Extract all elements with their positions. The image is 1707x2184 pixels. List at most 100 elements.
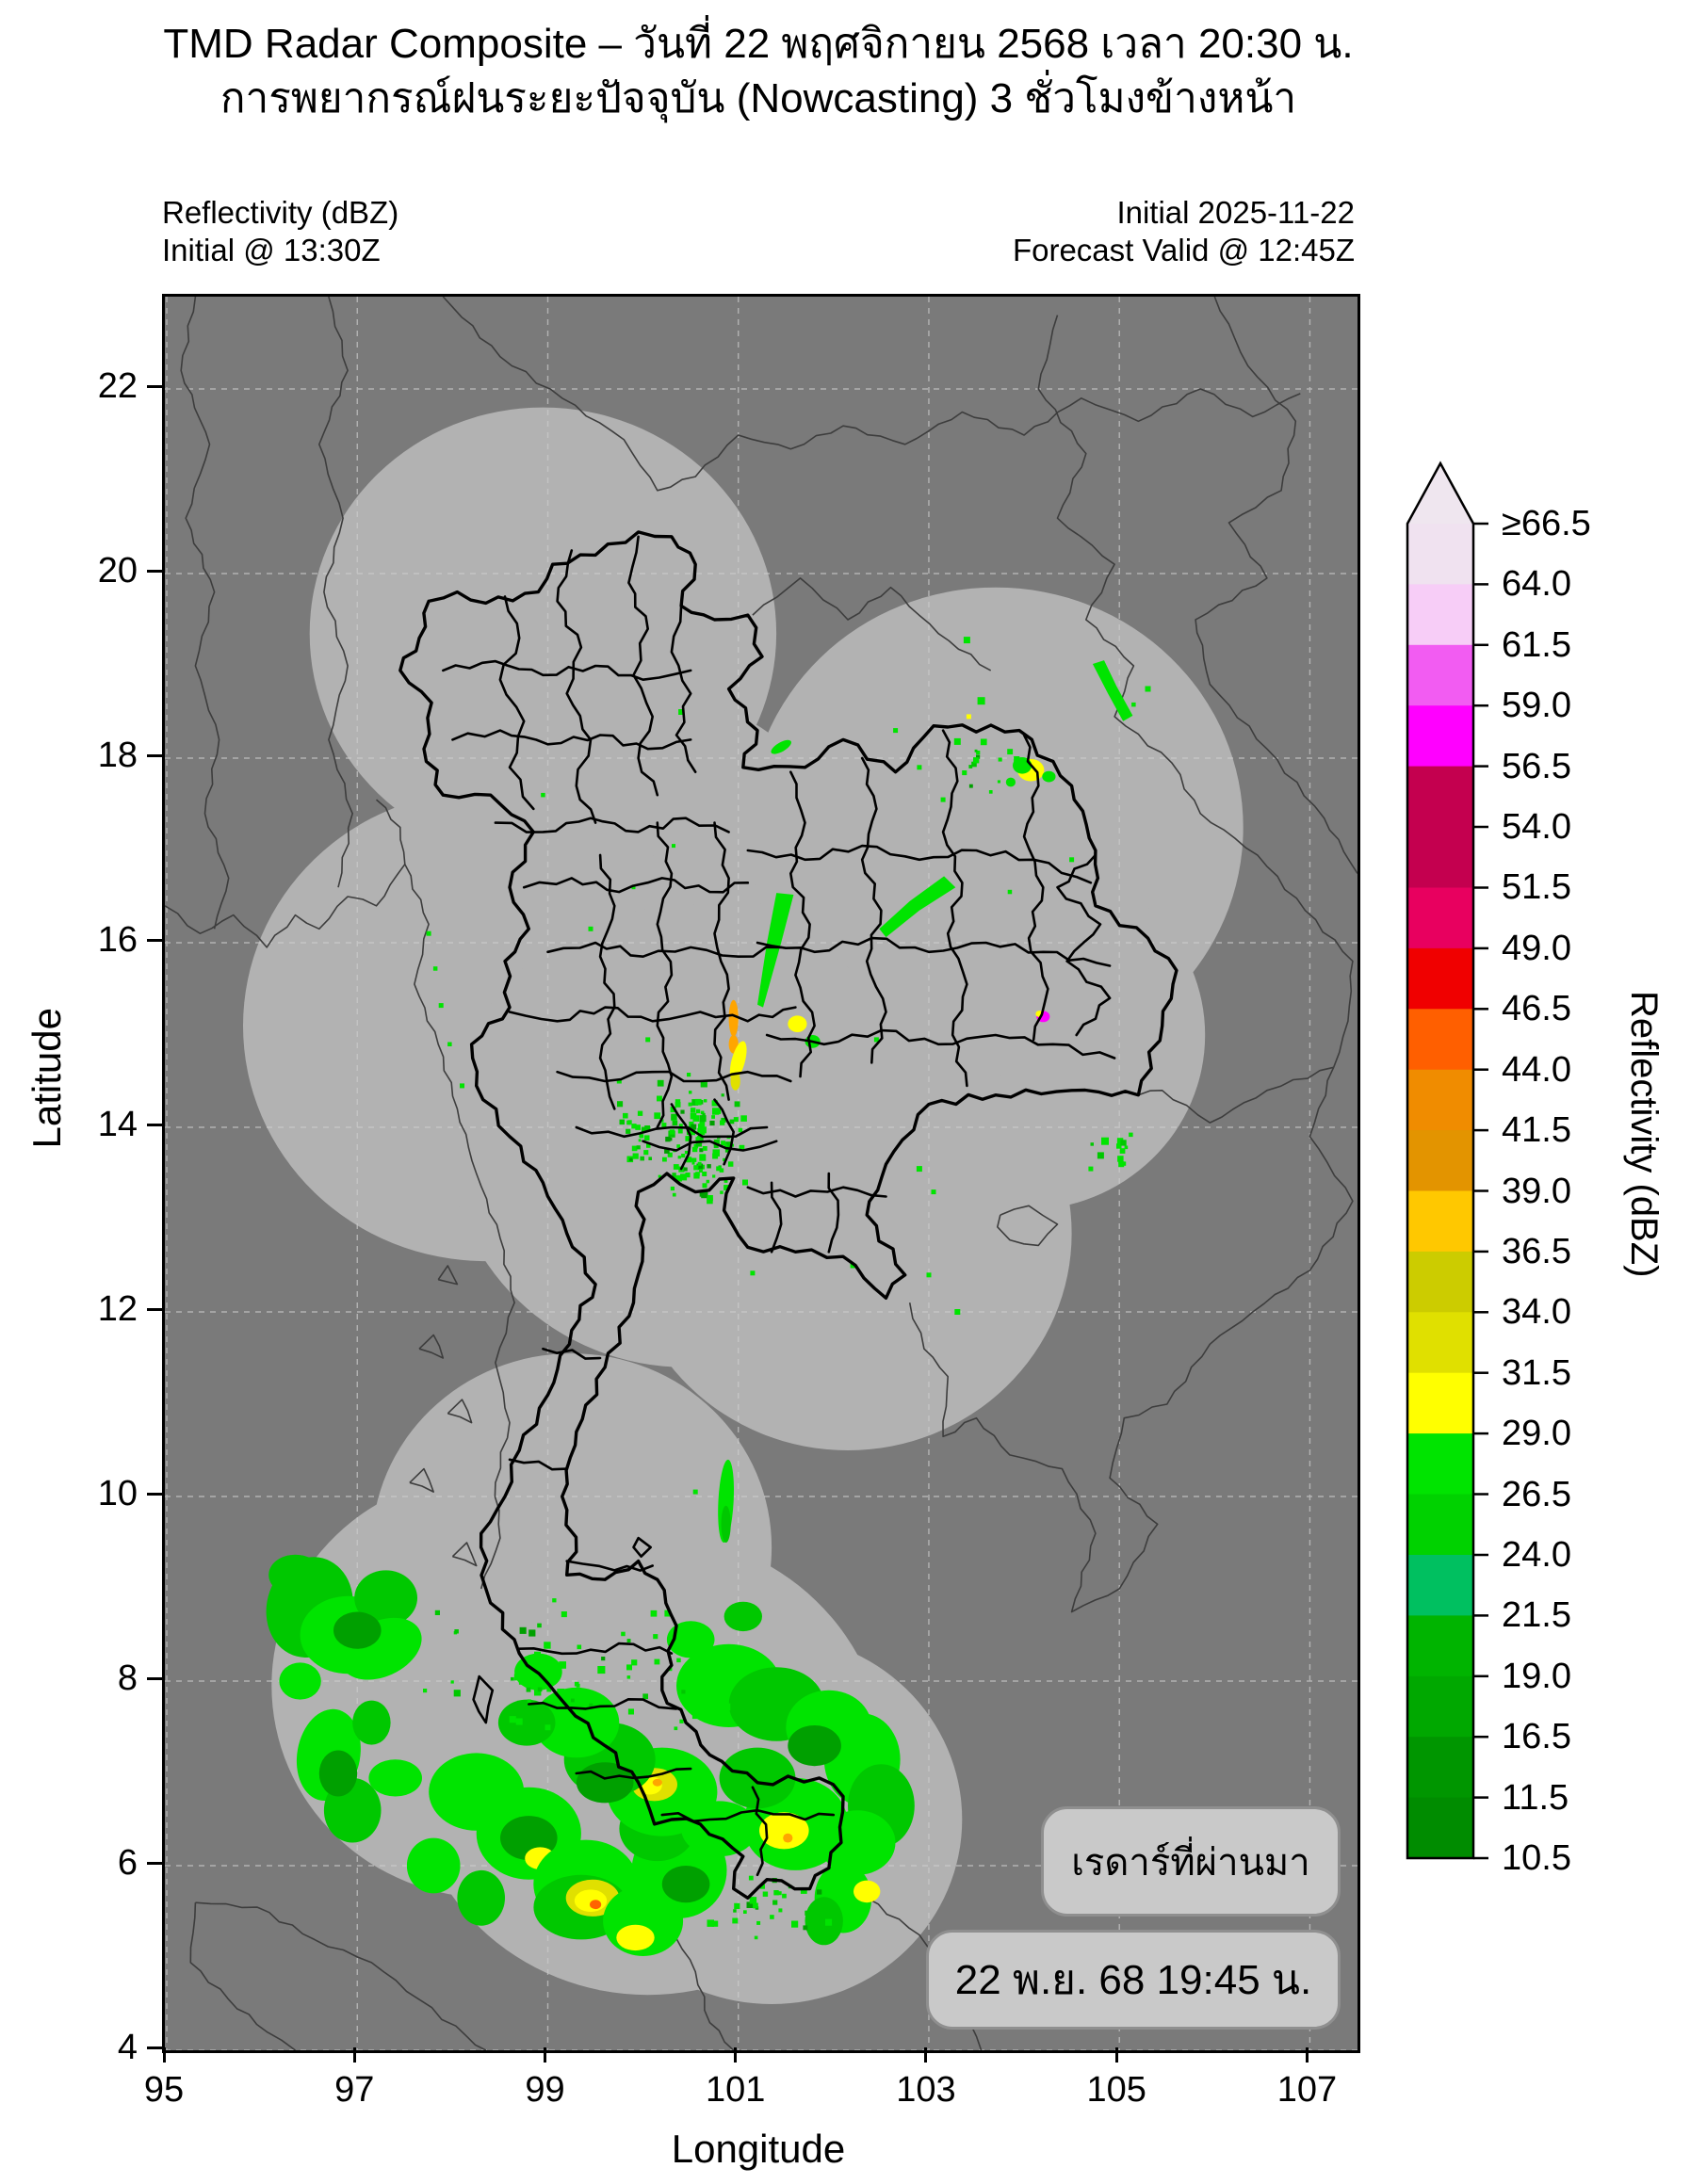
colorbar-band	[1407, 584, 1473, 646]
province-border	[517, 1642, 674, 1656]
echo-speck	[699, 1681, 707, 1690]
colorbar-tick-label: 21.5	[1502, 1595, 1571, 1636]
y-tick-mark	[147, 1123, 162, 1126]
echo-dot	[438, 1003, 444, 1009]
echo-blob	[729, 1041, 747, 1081]
echo-speck	[707, 1164, 711, 1169]
echo-blob	[354, 1570, 417, 1626]
echo-speck	[753, 1902, 758, 1909]
echo-speck	[743, 1910, 747, 1914]
province-border	[756, 936, 1112, 967]
echo-speck	[621, 1631, 626, 1637]
echo-speck	[423, 1689, 428, 1693]
country-border	[318, 297, 353, 888]
colorbar-tick-label: 49.0	[1502, 928, 1571, 968]
echo-streak	[879, 876, 956, 938]
echo-speck	[454, 1629, 459, 1634]
echo-speck	[670, 1186, 675, 1191]
province-border	[627, 535, 659, 797]
echo-speck	[699, 1169, 703, 1173]
echo-speck	[658, 1174, 661, 1178]
echo-dot	[460, 1083, 464, 1089]
echo-speck	[723, 1185, 729, 1190]
echo-speck	[712, 1174, 716, 1178]
echo-blob	[783, 1833, 793, 1843]
echo-speck	[690, 1157, 694, 1162]
echo-speck	[542, 1682, 547, 1688]
echo-speck	[691, 1161, 695, 1165]
echo-speck	[685, 1136, 691, 1141]
echo-dot	[678, 709, 685, 715]
echo-speck	[688, 1102, 692, 1107]
echo-speck	[1117, 1156, 1124, 1162]
echo-speck	[674, 1726, 678, 1731]
echo-dot	[750, 1270, 756, 1276]
echo-blob	[318, 1750, 358, 1797]
echo-speck	[648, 1157, 652, 1160]
echo-speck	[626, 1664, 632, 1671]
echo-speck	[627, 1120, 632, 1124]
echo-speck	[677, 1128, 683, 1134]
echo-speck	[1121, 1161, 1127, 1166]
echo-speck	[702, 1172, 707, 1176]
echo-speck	[509, 1716, 516, 1723]
echo-speck	[645, 1126, 651, 1131]
corner-annotation-left: Reflectivity (dBZ) Initial @ 13:30Z	[162, 194, 398, 269]
colorbar-tick-label: 41.5	[1502, 1110, 1571, 1151]
echo-speck	[698, 1127, 703, 1132]
echo-blob	[759, 1812, 809, 1850]
colorbar-tick-label: 24.0	[1502, 1534, 1571, 1575]
echo-speck	[670, 1107, 676, 1113]
colorbar-band	[1407, 1555, 1473, 1616]
y-tick-label: 22	[97, 366, 138, 406]
echo-speck	[545, 1724, 551, 1731]
colorbar-axis-label: Reflectivity (dBZ)	[1623, 991, 1665, 1278]
echo-speck	[805, 1910, 810, 1916]
echo-speck	[662, 1157, 667, 1162]
echo-speck	[689, 1091, 692, 1094]
echo-speck	[557, 1689, 565, 1696]
echo-dot	[953, 737, 961, 745]
x-tick-mark	[1305, 2047, 1309, 2063]
echo-speck	[635, 1124, 641, 1130]
x-axis-label: Longitude	[671, 2127, 846, 2171]
echo-dot	[954, 1309, 961, 1315]
echo-dot	[645, 1037, 651, 1043]
echo-speck	[711, 1920, 719, 1927]
echo-speck	[571, 1698, 575, 1703]
echo-speck	[513, 1674, 521, 1681]
echo-speck	[679, 1719, 684, 1723]
echo-speck	[725, 1141, 733, 1149]
echo-speck	[629, 1157, 633, 1161]
echo-dot	[940, 797, 946, 802]
province-border	[751, 1786, 769, 1877]
samui-outline	[632, 1536, 652, 1558]
province-border	[670, 1103, 692, 1171]
echo-speck	[754, 1935, 758, 1940]
echo-speck	[653, 1634, 658, 1640]
colorbar-tick-label: 61.5	[1502, 624, 1571, 665]
country-border	[752, 577, 992, 671]
colorbar-tick-label: 64.0	[1502, 564, 1571, 605]
echo-speck	[699, 1126, 707, 1134]
province-border	[442, 659, 692, 681]
echo-dot	[426, 930, 431, 936]
echo-blob	[352, 1700, 391, 1745]
island-outline	[409, 1467, 434, 1493]
echo-speck	[723, 1157, 726, 1162]
colorbar-tick-label: ≥66.5	[1502, 504, 1591, 543]
echo-speck	[746, 1901, 754, 1908]
y-tick-label: 12	[97, 1289, 138, 1329]
echo-speck	[665, 1136, 671, 1142]
echo-blob	[666, 1621, 715, 1658]
echo-speck	[527, 1699, 531, 1704]
initial-time-caption: Initial @ 13:30Z	[162, 233, 381, 267]
echo-speck	[1120, 1140, 1127, 1146]
province-border	[746, 844, 1093, 884]
thailand-border-layer	[398, 530, 1179, 1900]
reflectivity-caption: Reflectivity (dBZ)	[162, 195, 399, 230]
echo-dot	[1118, 1161, 1125, 1168]
echo-speck	[676, 1174, 682, 1181]
radar-timestamp-badge: 22 พ.ย. 68 19:45 น.	[926, 1930, 1341, 2030]
echo-speck	[677, 1156, 681, 1159]
